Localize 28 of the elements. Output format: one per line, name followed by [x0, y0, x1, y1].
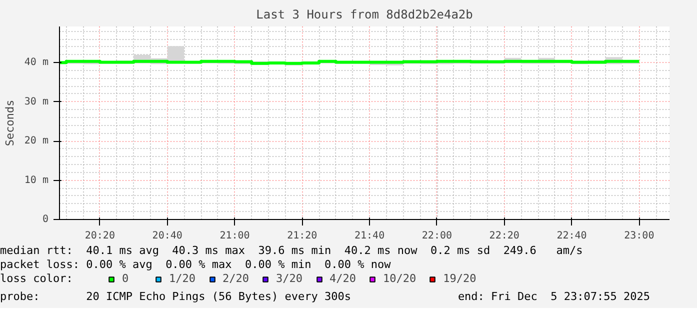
y-tick-label: 20 m	[24, 136, 49, 147]
y-tick-label: 30 m	[24, 96, 49, 108]
chart-title: Last 3 Hours from 8d8d2b2e4a2b	[256, 8, 473, 22]
x-tick-label: 20:20	[84, 230, 115, 242]
x-tick-label: 22:20	[489, 230, 520, 242]
y-tick-label: 0	[42, 214, 49, 225]
legend-label: 1/20	[169, 272, 196, 285]
y-axis-title: Seconds	[3, 100, 16, 146]
y-tick-label: 10 m	[24, 174, 49, 186]
text: median rtt: 40.1 ms avg 40.3 ms max 39.6 ms min 40.2 ms now 0.2 ms sd 249.6 am/s	[0, 244, 583, 257]
legend-label: 3/20	[276, 272, 302, 285]
text: probe: 20 ICMP Echo Pings (56 Bytes) every 300s	[0, 290, 351, 304]
x-tick-label: 22:00	[422, 230, 452, 242]
legend-label: 4/20	[330, 272, 356, 285]
x-tick-label: 22:40	[556, 230, 587, 242]
legend-label: 19/20	[443, 272, 476, 285]
y-tick-label: 40 m	[24, 57, 49, 68]
legend-label: 10/20	[383, 272, 416, 285]
legend-label: 2/20	[222, 272, 249, 285]
legend-label: 0	[122, 272, 130, 285]
text: end: Fri Dec 5 23:07:55 2025	[458, 290, 650, 304]
x-tick-label: 21:20	[287, 230, 318, 242]
legend-title: loss color:	[0, 272, 73, 286]
x-tick-label: 21:40	[354, 230, 385, 242]
x-tick-label: 23:00	[624, 230, 654, 242]
x-tick-label: 20:40	[152, 230, 182, 242]
x-tick-label: 21:00	[220, 230, 250, 242]
text: packet loss: 0.00 % avg 0.00 % max 0.00 % min 0.00 % now	[0, 258, 391, 271]
